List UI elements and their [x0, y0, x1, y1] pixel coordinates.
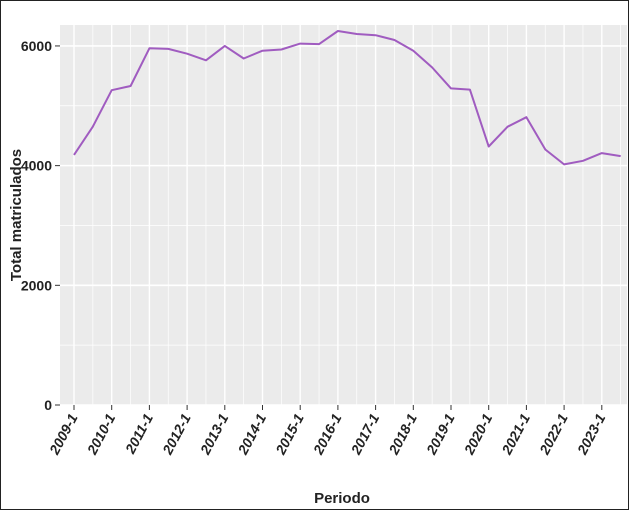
x-tick-label: 2018-1	[385, 411, 420, 458]
y-tick-label: 2000	[21, 277, 52, 293]
x-tick-label: 2023-1	[573, 411, 608, 458]
y-axis: 0 2000 4000 6000	[21, 38, 60, 413]
y-tick-label: 4000	[21, 158, 52, 174]
x-tick-label: 2011-1	[121, 411, 156, 457]
y-tick-label: 6000	[21, 38, 52, 54]
x-tick-label: 2014-1	[234, 411, 269, 458]
x-tick-label: 2021-1	[498, 411, 533, 458]
x-tick-label: 2022-1	[536, 411, 571, 458]
x-tick-label: 2019-1	[423, 411, 458, 458]
x-tick-label: 2020-1	[460, 411, 495, 458]
y-axis-title: Total matriculados	[8, 149, 25, 281]
plot-panel	[60, 25, 627, 405]
x-axis: 2009-1 2010-1 2011-1 2012-1 2013-1 2014-1 2015…	[46, 405, 609, 458]
series-layer	[73, 30, 621, 166]
series-line	[73, 30, 621, 166]
grid-lines	[60, 25, 627, 406]
x-tick-label: 2016-1	[309, 411, 344, 458]
x-tick-label: 2012-1	[159, 411, 194, 458]
y-tick-label: 0	[44, 397, 52, 413]
x-tick-label: 2010-1	[83, 411, 118, 458]
x-tick-label: 2013-1	[196, 411, 231, 458]
x-tick-label: 2015-1	[272, 411, 307, 458]
x-axis-title: Periodo	[314, 490, 370, 507]
x-tick-label: 2017-1	[347, 411, 382, 458]
x-tick-label: 2009-1	[46, 411, 81, 458]
